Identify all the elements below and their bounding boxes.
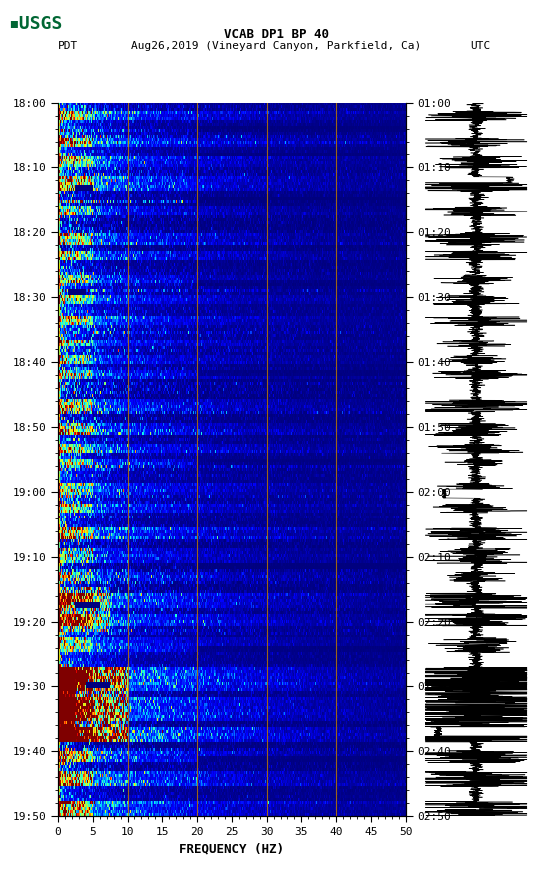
Text: PDT: PDT bbox=[58, 41, 78, 51]
Text: Aug26,2019 (Vineyard Canyon, Parkfield, Ca): Aug26,2019 (Vineyard Canyon, Parkfield, … bbox=[131, 41, 421, 51]
Text: UTC: UTC bbox=[470, 41, 490, 51]
X-axis label: FREQUENCY (HZ): FREQUENCY (HZ) bbox=[179, 842, 284, 855]
Text: ▪USGS: ▪USGS bbox=[8, 14, 63, 32]
Text: VCAB DP1 BP 40: VCAB DP1 BP 40 bbox=[224, 29, 328, 41]
